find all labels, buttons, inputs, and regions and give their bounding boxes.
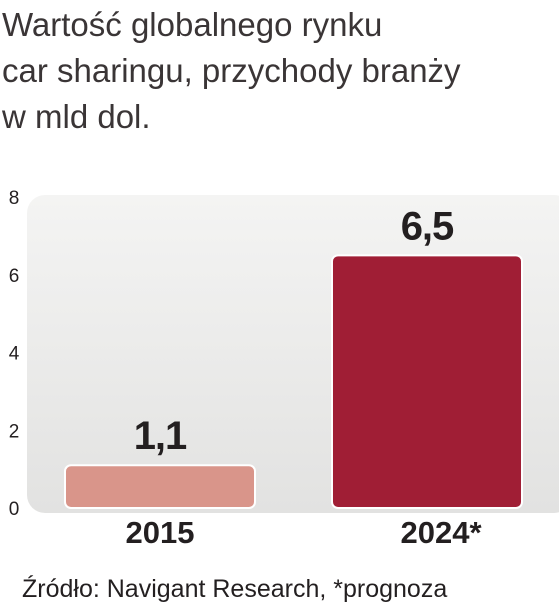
y-tick-label: 2 <box>9 421 20 442</box>
y-axis: 0 2 4 6 8 <box>9 188 20 520</box>
bar-value-label: 1,1 <box>134 414 187 458</box>
title-line-2: car sharingu, przychody branży <box>2 52 461 89</box>
source-note: Źródło: Navigant Research, *prognoza <box>22 575 448 603</box>
y-tick-label: 4 <box>9 344 20 365</box>
chart-title: Wartość globalnego rynku car sharingu, p… <box>2 2 552 140</box>
bar-value-label: 6,5 <box>401 204 454 248</box>
bar <box>64 464 256 509</box>
y-tick-label: 6 <box>9 266 20 287</box>
y-tick-label: 0 <box>9 499 20 520</box>
bar <box>331 254 523 509</box>
y-tick-label: 8 <box>9 188 20 209</box>
x-axis: 2015 2024* <box>126 515 483 550</box>
title-line-3: w mld dol. <box>2 98 151 135</box>
x-tick-label: 2024* <box>400 515 482 550</box>
title-line-1: Wartość globalnego rynku <box>2 6 383 43</box>
value-labels: 1,1 6,5 <box>134 204 455 458</box>
x-tick-label: 2015 <box>126 515 195 550</box>
bars <box>64 254 523 509</box>
